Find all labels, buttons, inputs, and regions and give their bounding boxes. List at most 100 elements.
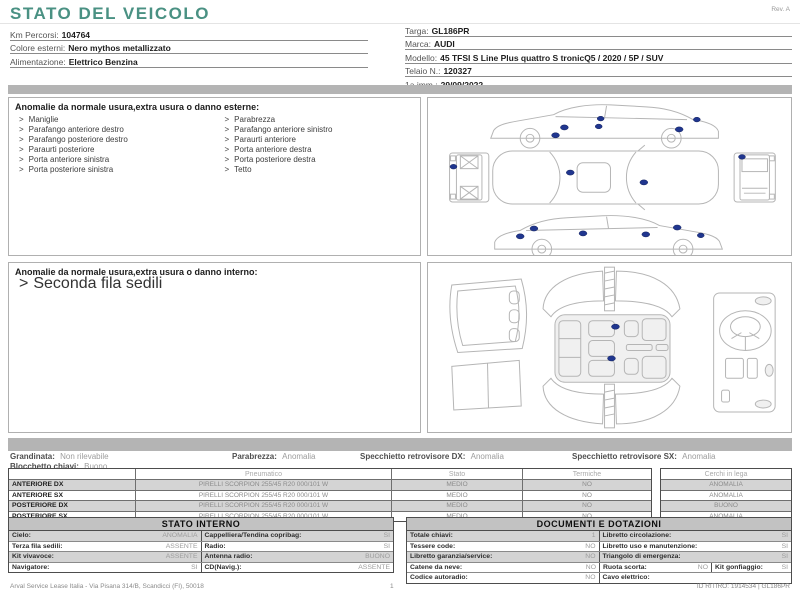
status-specchietto-sx: Specchietto retrovisore SX: Anomalia [572,452,716,461]
documenti-title: DOCUMENTI E DOTAZIONI [407,518,791,531]
tyre-row-anteriore-dx: ANTERIORE DX PIRELLI SCORPION 255/45 R20… [9,479,651,490]
documenti-dotazioni-table: DOCUMENTI E DOTAZIONI Totale chiavi: 1 L… [406,517,792,584]
list-item: > Tetto [224,165,252,174]
list-marker: > [224,165,230,174]
list-item: > Porta anteriore sinistra [19,155,110,164]
list-marker: > [19,115,24,124]
cabin-view [542,266,681,429]
vehicle-info-right: Targa: GL186PR Marca: AUDI Modello: 45 T… [405,23,792,91]
list-item: > Paraurti anteriore [224,135,296,144]
list-marker: > [19,275,29,292]
tyre-row-posteriore-sx: POSTERIORE SX PIRELLI SCORPION 255/45 R2… [9,510,651,521]
exterior-anomalies-panel: Anomalie da normale usura,extra usura o … [8,97,421,256]
col-header-stato: Stato [391,469,522,479]
stato-interno-table: STATO INTERNO Cielo: ANOMALIA Cappellier… [8,517,394,573]
field-value: Nero mythos metallizzato [68,43,171,53]
tyres-table: Pneumatico Stato Termiche ANTERIORE DX P… [8,468,652,522]
field-km-percorsi: Km Percorsi: 104764 [10,27,368,41]
exterior-anomaly-dots [449,116,746,240]
field-modello: Modello: 45 TFSI S Line Plus quattro S t… [405,50,792,64]
field-label: Km Percorsi: [10,29,59,40]
list-item: > Porta anteriore destra [224,145,312,154]
list-marker: > [224,125,230,134]
list-marker: > [19,135,24,144]
header-divider [0,23,800,24]
field-colore-esterni: Colore esterni: Nero mythos metallizzato [10,41,368,54]
table-row: Kit vivavoce: ASSENTE Antenna radio: BUO… [9,551,393,562]
field-label: Telaio N.: [405,66,441,76]
vehicle-info-left: Km Percorsi: 104764 Colore esterni: Nero… [10,27,368,68]
field-targa: Targa: GL186PR [405,23,792,37]
list-marker: > [19,155,24,164]
cerchi-in-lega-table: Cerchi in lega ANOMALIA ANOMALIA BUONO A… [660,468,792,522]
list-item: > Parafango anteriore sinistro [224,125,333,134]
interior-anomalies-title: Anomalie da normale usura,extra usura o … [15,267,258,277]
exterior-list-right: > Parabrezza > Parafango anteriore sinistr… [215,115,421,175]
field-label: 1a imm.: [405,80,438,90]
table-row: Catene da neve: NO Ruota scorta: NO Kit … [407,561,791,572]
table-row: Navigatore: SI CD(Navig.): ASSENTE [9,561,393,572]
list-item: > Paraurti posteriore [19,145,95,154]
field-value: 29/09/2022 [441,80,484,90]
trunk-view [449,278,528,353]
tyres-section: Pneumatico Stato Termiche ANTERIORE DX P… [8,468,792,522]
field-value: GL186PR [431,25,470,36]
interior-car-diagram [427,262,792,433]
field-value: Elettrico Benzina [68,56,138,67]
field-value: 104764 [61,29,91,40]
field-telaio: Telaio N.: 120327 [405,64,792,77]
list-marker: > [224,115,230,124]
field-alimentazione: Alimentazione: Elettrico Benzina [10,54,368,68]
car-front-view [733,152,776,203]
cerchi-value: ANOMALIA [661,489,791,501]
revision-label: Rev. A [771,6,790,13]
exterior-anomalies-list: > Maniglie > Parafango anteriore destro > P… [9,114,420,175]
list-item: > Maniglie [19,115,59,124]
car-interior-views-svg [449,266,776,429]
dashboard-view [713,292,776,413]
list-marker: > [224,155,230,164]
car-rear-view [449,152,490,203]
list-item: > Porta posteriore destra [224,155,316,164]
exterior-anomalies-title: Anomalie da normale usura,extra usura o … [15,102,260,112]
field-value: AUDI [433,39,455,49]
tyre-row-anteriore-sx: ANTERIORE SX PIRELLI SCORPION 255/45 R20… [9,489,651,500]
list-item: > Parafango posteriore destro [19,135,128,144]
field-value: 120327 [443,66,472,76]
field-label: Marca: [405,39,431,49]
list-marker: > [19,145,24,154]
field-label: Alimentazione: [10,56,66,67]
col-header-pneumatico: Pneumatico [135,469,391,479]
cerchi-value: ANOMALIA [661,479,791,490]
tyre-row-posteriore-dx: POSTERIORE DX PIRELLI SCORPION 255/45 R2… [9,500,651,511]
field-value: 45 TFSI S Line Plus quattro S tronicQ5 /… [440,52,664,63]
status-parabrezza: Parabrezza: Anomalia [232,452,316,461]
stato-interno-title: STATO INTERNO [9,518,393,531]
status-row-1: Grandinata: Non rilevabile Parabrezza: A… [10,452,792,462]
car-top-view [492,144,719,211]
list-item: > Parafango anteriore destro [19,125,124,134]
field-label: Modello: [405,52,438,63]
list-marker: > [19,125,24,134]
footer-id-ritiro: ID RITIRO: 1914534 | GL186PR [696,583,790,590]
table-row: Tessere code: NO Libretto uso e manutenz… [407,540,791,551]
col-header-termiche: Termiche [522,469,651,479]
section-divider-bar [8,85,792,94]
field-label: Targa: [405,25,429,36]
car-side-view-top [490,104,719,149]
status-row-2: Blocchetto chiavi: Buono [10,462,792,472]
exterior-list-left: > Maniglie > Parafango anteriore destro > P… [9,115,215,175]
table-row: Cielo: ANOMALIA Cappelliera/Tendina copr… [9,531,393,541]
section-divider-bar [8,438,792,451]
table-row: Terza fila sedili: ASSENTE Radio: SI [9,540,393,551]
field-label: Colore esterni: [10,43,66,53]
interior-anomalies-list: > Seconda fila sedili [9,276,420,292]
list-marker: > [19,165,24,174]
footer-page-number: 1 [390,583,394,590]
list-marker: > [224,145,230,154]
cerchi-value: BUONO [661,500,791,511]
parcel-shelf-view [451,359,522,411]
list-item: > Parabrezza [224,115,276,124]
status-summary: Grandinata: Non rilevabile Parabrezza: A… [10,452,792,471]
